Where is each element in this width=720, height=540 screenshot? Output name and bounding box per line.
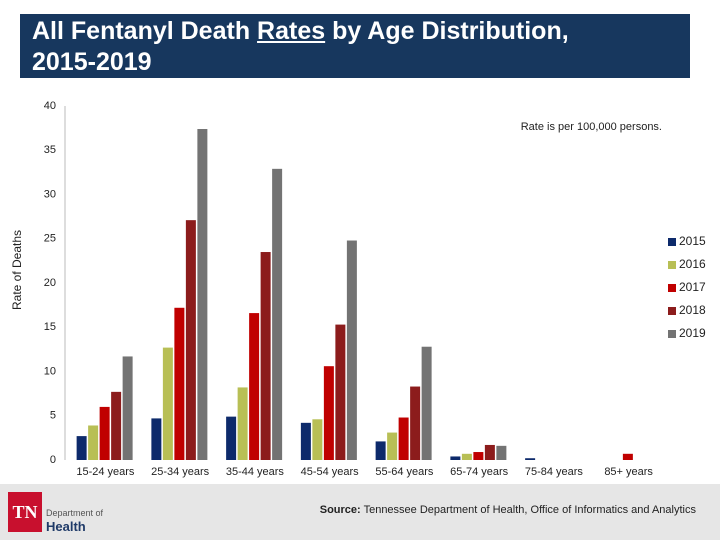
title-line: 2015-2019 [32, 47, 678, 78]
bar [260, 252, 271, 460]
bar [300, 422, 311, 460]
title-part: Rates [257, 17, 326, 45]
bar [323, 366, 334, 460]
legend-swatch [668, 307, 676, 315]
bar [450, 456, 461, 460]
legend-swatch [668, 238, 676, 246]
bar [421, 346, 432, 460]
bar [237, 387, 248, 460]
bar [197, 129, 208, 460]
x-tick-label: 85+ years [604, 466, 653, 478]
bar [88, 425, 99, 460]
bar [162, 347, 173, 460]
y-tick-label: 0 [50, 454, 56, 466]
bar [249, 313, 260, 460]
bar [473, 452, 484, 460]
legend-swatch [668, 330, 676, 338]
source: Source: Tennessee Department of Health, … [320, 504, 696, 516]
legend-swatch [668, 284, 676, 292]
bar [151, 418, 162, 460]
y-tick-label: 35 [44, 144, 56, 156]
y-tick-label: 10 [44, 365, 56, 377]
bar [622, 453, 633, 460]
bar [272, 168, 283, 460]
bar [111, 391, 122, 460]
title-part: 2015-2019 [32, 48, 152, 76]
title-part: All Fentanyl Death [32, 17, 251, 45]
y-tick-label: 5 [50, 410, 56, 422]
title-line: All Fentanyl Death Rates by Age Distribu… [32, 16, 678, 47]
bar [99, 406, 110, 460]
bar [346, 240, 357, 460]
source-text: Tennessee Department of Health, Office o… [363, 504, 696, 516]
logo-text: Department of [46, 508, 104, 518]
y-tick-label: 40 [44, 100, 56, 112]
y-axis-label: Rate of Deaths [10, 230, 24, 310]
logo-mark: TN [8, 492, 42, 532]
legend-swatch [668, 261, 676, 269]
x-tick-label: 15-24 years [76, 466, 135, 478]
legend-label: 2015 [679, 234, 706, 248]
x-tick-label: 75-84 years [525, 466, 584, 478]
x-tick-label: 35-44 years [226, 466, 285, 478]
bar [410, 386, 421, 460]
source-label: Source: [319, 504, 361, 516]
title-part: by Age Distribution, [332, 17, 569, 45]
logo-text: Health [46, 519, 86, 534]
y-tick-label: 25 [44, 233, 56, 245]
chart: Rate of Deaths Rate is per 100,000 perso… [10, 100, 706, 478]
bar [375, 441, 386, 460]
bar [174, 307, 185, 460]
bar [185, 220, 196, 460]
y-tick-label: 20 [44, 277, 56, 289]
x-tick-label: 25-34 years [151, 466, 210, 478]
legend-label: 2019 [679, 326, 706, 340]
legend-label: 2018 [679, 303, 706, 317]
bar [226, 416, 237, 460]
x-tick-label: 55-64 years [375, 466, 434, 478]
bar [496, 445, 507, 460]
bar [312, 419, 323, 460]
note: Rate is per 100,000 persons. [521, 121, 662, 133]
bar [398, 417, 409, 460]
bar [122, 356, 133, 460]
bar [387, 432, 398, 460]
footer: TN Department of Health Source: Tennesse… [0, 484, 720, 540]
legend-label: 2017 [679, 280, 706, 294]
legend-label: 2016 [679, 257, 706, 271]
x-tick-label: 45-54 years [301, 466, 360, 478]
y-tick-label: 30 [44, 188, 56, 200]
bar [484, 444, 495, 460]
bar [525, 458, 536, 460]
bar [76, 436, 87, 460]
bar [461, 453, 472, 460]
y-tick-label: 15 [44, 321, 56, 333]
title-banner: All Fentanyl Death Rates by Age Distribu… [20, 14, 690, 78]
x-tick-label: 65-74 years [450, 466, 509, 478]
bar [335, 324, 346, 460]
